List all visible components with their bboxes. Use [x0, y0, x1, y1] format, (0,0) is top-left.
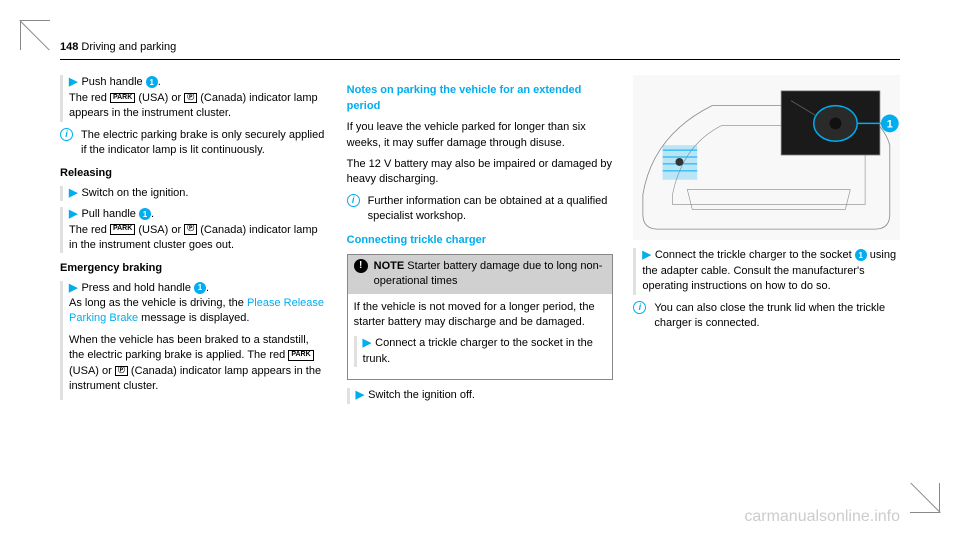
park-symbol: PARK [110, 224, 135, 234]
heading-notes-parking: Notes on parking the vehicle for an exte… [347, 83, 614, 114]
info-workshop: i Further information can be obtained at… [347, 194, 614, 225]
note-box: ! NOTE Starter battery damage due to lon… [347, 254, 614, 380]
step-bar [633, 248, 636, 294]
step-content: ▶Press and hold handle 1. As long as the… [69, 281, 327, 401]
corner-decoration-br [910, 483, 940, 513]
para-disuse: If you leave the vehicle parked for long… [347, 120, 614, 151]
step-bar [60, 186, 63, 201]
watermark: carmanualsonline.info [744, 506, 900, 528]
column-1: ▶Push handle 1. The red PARK (USA) or Ⓟ … [60, 75, 327, 409]
page-number: 148 [60, 41, 78, 53]
arrow-icon: ▶ [642, 248, 650, 263]
heading-releasing: Releasing [60, 166, 327, 181]
arrow-icon: ▶ [69, 75, 77, 90]
trunk-diagram: 1 [633, 75, 900, 240]
info-icon: i [633, 301, 646, 314]
note-step: ▶Connect a trickle charger to the socket… [354, 336, 607, 367]
heading-emergency: Emergency braking [60, 261, 327, 276]
arrow-icon: ▶ [69, 186, 77, 201]
info-electric-brake: i The electric parking brake is only sec… [60, 128, 327, 159]
corner-decoration-tl [20, 20, 50, 50]
chapter-title: Driving and parking [81, 41, 176, 53]
info-icon: i [60, 128, 73, 141]
step-connect-charger: ▶Connect the trickle charger to the sock… [633, 248, 900, 294]
info-icon: i [347, 194, 360, 207]
step-press-hold: ▶Press and hold handle 1. As long as the… [60, 281, 327, 401]
p-symbol: Ⓟ [115, 366, 128, 376]
step-bar [60, 75, 63, 121]
column-2: Notes on parking the vehicle for an exte… [347, 75, 614, 409]
ref-1: 1 [194, 282, 206, 294]
step-bar [347, 388, 350, 403]
ref-1: 1 [139, 208, 151, 220]
column-3: 1 ▶Connect the trickle charger to the so… [633, 75, 900, 409]
step-content: ▶Push handle 1. The red PARK (USA) or Ⓟ … [69, 75, 327, 121]
arrow-icon: ▶ [363, 336, 371, 351]
step-content: ▶Switch the ignition off. [356, 388, 614, 403]
p-symbol: Ⓟ [184, 93, 197, 103]
page-header: 148 Driving and parking [60, 40, 900, 60]
arrow-icon: ▶ [69, 281, 77, 296]
note-header: ! NOTE Starter battery damage due to lon… [348, 255, 613, 294]
step-content: ▶Connect a trickle charger to the socket… [363, 336, 607, 367]
note-body: If the vehicle is not moved for a longer… [348, 294, 613, 380]
para-battery: The 12 V battery may also be impaired or… [347, 157, 614, 188]
step-ignition-off: ▶Switch the ignition off. [347, 388, 614, 403]
ref-1: 1 [855, 249, 867, 261]
step-content: ▶Switch on the ignition. [69, 186, 327, 201]
info-trunk-lid: i You can also close the trunk lid when … [633, 301, 900, 332]
park-symbol: PARK [288, 350, 313, 360]
step-content: ▶Pull handle 1. The red PARK (USA) or Ⓟ … [69, 207, 327, 253]
p-symbol: Ⓟ [184, 224, 197, 234]
step-switch-ignition: ▶Switch on the ignition. [60, 186, 327, 201]
svg-text:1: 1 [887, 119, 893, 131]
content-columns: ▶Push handle 1. The red PARK (USA) or Ⓟ … [60, 75, 900, 409]
arrow-icon: ▶ [69, 207, 77, 222]
heading-trickle: Connecting trickle charger [347, 233, 614, 248]
step-content: ▶Connect the trickle charger to the sock… [642, 248, 900, 294]
step-bar [60, 207, 63, 253]
exclaim-icon: ! [354, 259, 368, 273]
note-title-text: NOTE Starter battery damage due to long … [374, 259, 607, 290]
ref-1: 1 [146, 76, 158, 88]
park-symbol: PARK [110, 93, 135, 103]
arrow-icon: ▶ [356, 388, 364, 403]
step-pull-handle: ▶Pull handle 1. The red PARK (USA) or Ⓟ … [60, 207, 327, 253]
step-bar [354, 336, 357, 367]
step-bar [60, 281, 63, 401]
step-push-handle: ▶Push handle 1. The red PARK (USA) or Ⓟ … [60, 75, 327, 121]
